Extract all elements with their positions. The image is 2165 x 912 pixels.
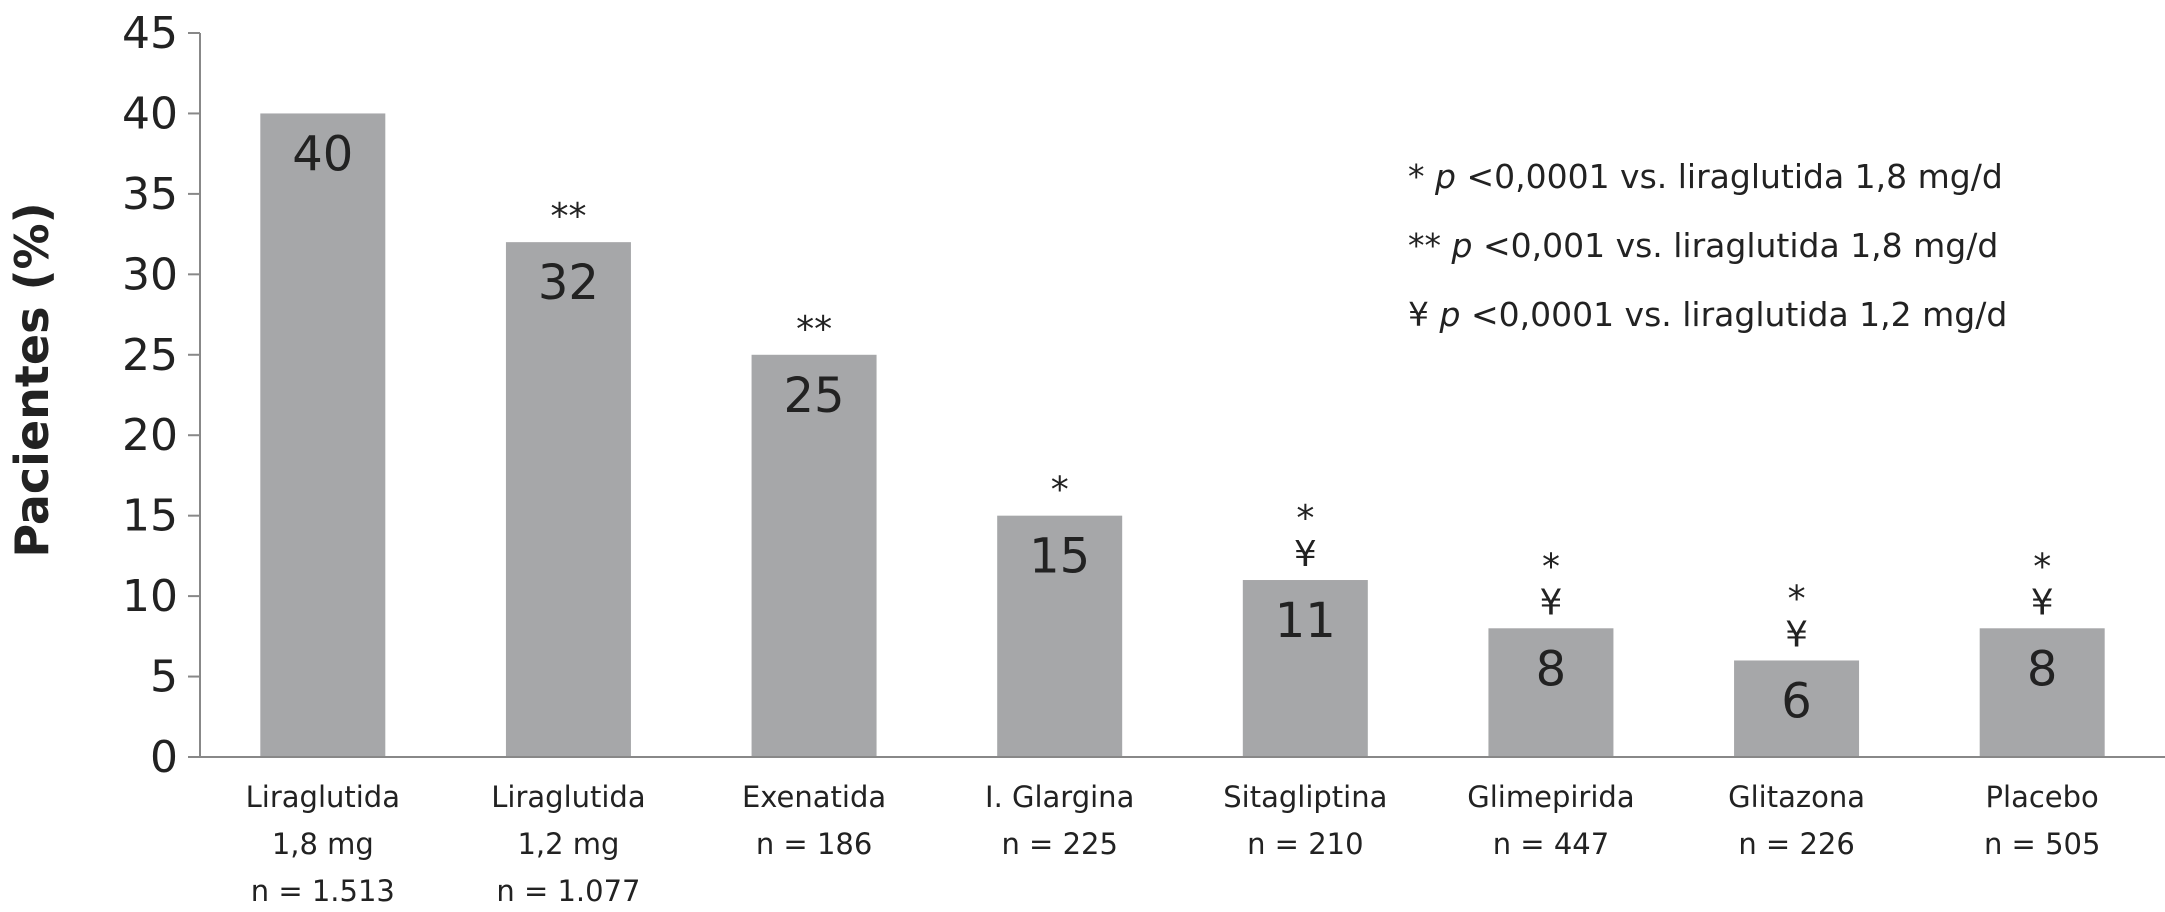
- bar: [751, 354, 877, 757]
- category-label-line: Placebo: [1986, 780, 2099, 814]
- category-label-line: n = 1.513: [251, 874, 395, 908]
- bar: [1242, 580, 1368, 757]
- y-tick-label: 0: [150, 732, 178, 783]
- category-label-line: Glitazona: [1728, 780, 1865, 814]
- significance-mark: **: [796, 309, 832, 350]
- category-label-line: I. Glargina: [985, 780, 1134, 814]
- significance-mark: ¥: [1294, 534, 1317, 575]
- category-label-line: n = 447: [1493, 827, 1609, 861]
- bar-value-label: 8: [1536, 641, 1567, 697]
- significance-mark: ¥: [2031, 582, 2054, 623]
- y-tick-label: 20: [122, 410, 178, 461]
- y-tick-label: 30: [122, 249, 178, 300]
- significance-mark: **: [550, 196, 586, 237]
- y-tick-label: 40: [122, 88, 178, 139]
- bar: [997, 515, 1123, 757]
- x-axis-categories: Liraglutida 1,8 mg n = 1.513 Liraglutida 1,2…: [246, 780, 2101, 908]
- legend-item: ** p <0,001 vs. liraglutida 1,8 mg/d: [1408, 226, 1998, 265]
- y-axis-label: Pacientes (%): [5, 202, 59, 557]
- bar-value-label: 11: [1275, 593, 1336, 649]
- bar-value-label: 40: [292, 126, 353, 182]
- bar-value-label: 32: [538, 255, 599, 311]
- category-label-line: n = 210: [1247, 827, 1363, 861]
- significance-mark: *: [2033, 546, 2051, 587]
- category-label-line: Exenatida: [742, 780, 886, 814]
- bar-value-label: 25: [784, 368, 845, 424]
- category-label-line: n = 186: [756, 827, 872, 861]
- bar: [1979, 628, 2105, 757]
- significance-mark: *: [1542, 546, 1560, 587]
- bar-value-label: 8: [2027, 641, 2058, 697]
- category-label-line: 1,8 mg: [272, 827, 374, 861]
- y-tick-label: 45: [122, 8, 178, 59]
- y-tick-label: 25: [122, 330, 178, 381]
- y-tick-label: 10: [122, 571, 178, 622]
- y-tick-label: 35: [122, 169, 178, 220]
- bar-value-label: 6: [1781, 673, 1812, 729]
- bar: [1734, 660, 1860, 757]
- y-tick-label: 5: [150, 652, 178, 703]
- category-label-line: n = 225: [1001, 827, 1117, 861]
- legend: * p <0,0001 vs. liraglutida 1,8 mg/d ** …: [1408, 157, 2007, 334]
- bar: [1488, 628, 1614, 757]
- category-label-line: n = 1.077: [496, 874, 640, 908]
- legend-item: ¥ p <0,0001 vs. liraglutida 1,2 mg/d: [1408, 295, 2007, 334]
- category-label-line: n = 226: [1738, 827, 1854, 861]
- y-axis-ticks: 0 5 10 15 20 25 30 35 40 45: [122, 8, 200, 783]
- category-label-line: 1,2 mg: [517, 827, 619, 861]
- bar: [260, 113, 386, 757]
- bar: [505, 242, 631, 758]
- y-tick-label: 15: [122, 491, 178, 542]
- category-label-line: Sitagliptina: [1223, 780, 1387, 814]
- significance-mark: *: [1051, 470, 1069, 511]
- legend-item: * p <0,0001 vs. liraglutida 1,8 mg/d: [1408, 157, 2003, 196]
- category-label-line: Liraglutida: [491, 780, 645, 814]
- category-label-line: Glimepirida: [1467, 780, 1634, 814]
- category-label-line: n = 505: [1984, 827, 2100, 861]
- significance-mark: *: [1296, 498, 1314, 539]
- category-label-line: Liraglutida: [246, 780, 400, 814]
- bar-value-label: 15: [1029, 529, 1090, 585]
- significance-mark: ¥: [1785, 614, 1808, 655]
- significance-mark: ¥: [1539, 582, 1562, 623]
- significance-mark: *: [1788, 578, 1806, 619]
